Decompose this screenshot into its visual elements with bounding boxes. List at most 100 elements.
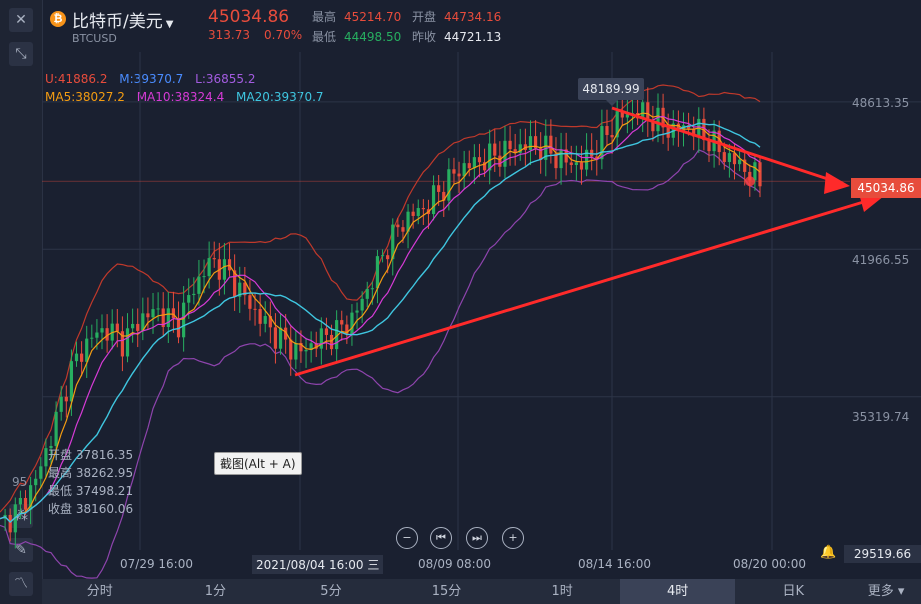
candle-body xyxy=(268,316,272,328)
candle-body xyxy=(380,255,385,257)
candle-body xyxy=(737,159,742,165)
candle-body xyxy=(416,208,420,216)
candle-body xyxy=(462,163,466,177)
interval-tabs: 分时 1分 5分 15分 1时 4时 日K 更多 ▾ xyxy=(42,579,921,604)
candle-body xyxy=(692,128,696,137)
high-marker: 48189.99 xyxy=(578,78,644,106)
chevron-down-icon[interactable]: ▼ xyxy=(165,19,174,30)
collapse-icon[interactable]: ⤡ xyxy=(9,42,33,66)
candle-body xyxy=(498,155,502,167)
tab-7[interactable]: 更多 ▾ xyxy=(867,584,905,599)
instrument-title[interactable]: 比特币/美元 ▼ xyxy=(72,12,174,32)
candle-body xyxy=(651,120,655,132)
boll-lower: L:36855.2 xyxy=(195,72,256,86)
candle-body xyxy=(80,353,84,362)
candle-body xyxy=(69,361,74,402)
candle-body xyxy=(712,130,716,152)
change-percent: 0.70% xyxy=(264,28,303,42)
candle-body xyxy=(513,149,517,153)
candle-body xyxy=(549,135,553,154)
boll-mid: M:39370.7 xyxy=(119,72,184,86)
resistance-trendline xyxy=(611,106,841,185)
candle-body xyxy=(579,162,584,170)
candle-body xyxy=(697,118,701,137)
candle-body xyxy=(375,256,380,289)
candle-body xyxy=(355,310,359,313)
indicator-icon[interactable]: ⁂ xyxy=(9,504,33,528)
candle-body xyxy=(641,102,645,119)
tab-6[interactable]: 日K xyxy=(782,584,805,599)
candle-body xyxy=(605,126,609,136)
candle-body xyxy=(59,396,63,412)
zoom-out-icon[interactable]: − xyxy=(396,527,418,549)
candle-body xyxy=(472,157,476,169)
candle-body xyxy=(90,337,94,339)
candle-body xyxy=(406,211,410,232)
change-value: 313.73 xyxy=(208,28,250,42)
candle-body xyxy=(319,328,323,349)
candle-body xyxy=(258,309,262,324)
trendline-icon[interactable]: 〽 xyxy=(9,572,33,596)
current-price-tag: 45034.86 xyxy=(851,178,921,198)
ma20-value: MA20:39370.7 xyxy=(236,90,324,104)
candle-body xyxy=(360,298,364,311)
candle-body xyxy=(131,323,135,329)
tab-4[interactable]: 1时 xyxy=(551,584,573,599)
ma10-value: MA10:38324.4 xyxy=(136,90,225,104)
candle-body xyxy=(85,338,89,362)
candle-body xyxy=(212,258,216,260)
bell-icon[interactable]: 🔔 xyxy=(820,545,837,560)
crosshair-price-label: 29519.66 xyxy=(844,545,921,563)
x-crosshair-label: 2021/08/04 16:00 三 xyxy=(252,555,384,574)
instrument-symbol: BTCUSD xyxy=(72,32,117,45)
candle-body xyxy=(202,276,206,278)
tab-3[interactable]: 15分 xyxy=(431,584,462,599)
candle-body xyxy=(671,123,675,138)
x-tick-label: 07/29 16:00 xyxy=(120,557,193,571)
candle-body xyxy=(590,149,594,157)
candle-body xyxy=(335,320,339,350)
stat-high: 最高 45214.70 xyxy=(312,10,402,24)
tab-5[interactable]: 4时 xyxy=(619,579,736,604)
candle-body xyxy=(503,140,507,167)
candle-body xyxy=(125,328,130,357)
candle-body xyxy=(171,308,176,319)
candle-body xyxy=(569,162,573,166)
current-price-dot xyxy=(745,176,755,187)
boll-upper: U:41886.2 xyxy=(45,72,108,86)
candle-body xyxy=(309,343,313,351)
close-icon[interactable]: ✕ xyxy=(9,8,33,32)
candle-body xyxy=(600,126,604,160)
zoom-in-icon[interactable]: + xyxy=(502,527,524,549)
candle-body xyxy=(584,149,589,170)
candle-body xyxy=(324,328,329,335)
x-tick-label: 08/20 00:00 xyxy=(733,557,806,571)
candle-body xyxy=(74,353,79,362)
draw-pen-icon[interactable]: ✎ xyxy=(9,538,33,562)
tab-1[interactable]: 1分 xyxy=(204,584,226,599)
candle-body xyxy=(727,153,731,163)
candle-body xyxy=(477,157,482,163)
candle-body xyxy=(263,316,267,324)
skip-start-icon[interactable]: ⏮ xyxy=(430,527,452,549)
skip-end-icon[interactable]: ⏭ xyxy=(466,527,488,549)
candle-body xyxy=(620,111,624,118)
candle-body xyxy=(482,162,487,171)
candle-body xyxy=(681,125,686,132)
candle-body xyxy=(421,208,425,210)
candle-body xyxy=(523,144,527,150)
y-tick-label-partial: 95 xyxy=(12,475,28,489)
candle-body xyxy=(426,209,431,215)
ohlc-close: 收盘 38160.06 xyxy=(48,502,134,516)
candle-body xyxy=(447,169,451,201)
candle-body xyxy=(136,323,140,331)
candle-body xyxy=(722,152,726,163)
candle-body xyxy=(533,136,538,149)
tab-0[interactable]: 分时 xyxy=(86,584,113,599)
tab-2[interactable]: 5分 xyxy=(320,584,342,599)
stat-low: 最低 44498.50 xyxy=(312,30,402,44)
candle-body xyxy=(717,130,721,153)
candle-body xyxy=(370,288,374,290)
candle-body xyxy=(442,191,446,201)
candle-body xyxy=(666,127,670,138)
